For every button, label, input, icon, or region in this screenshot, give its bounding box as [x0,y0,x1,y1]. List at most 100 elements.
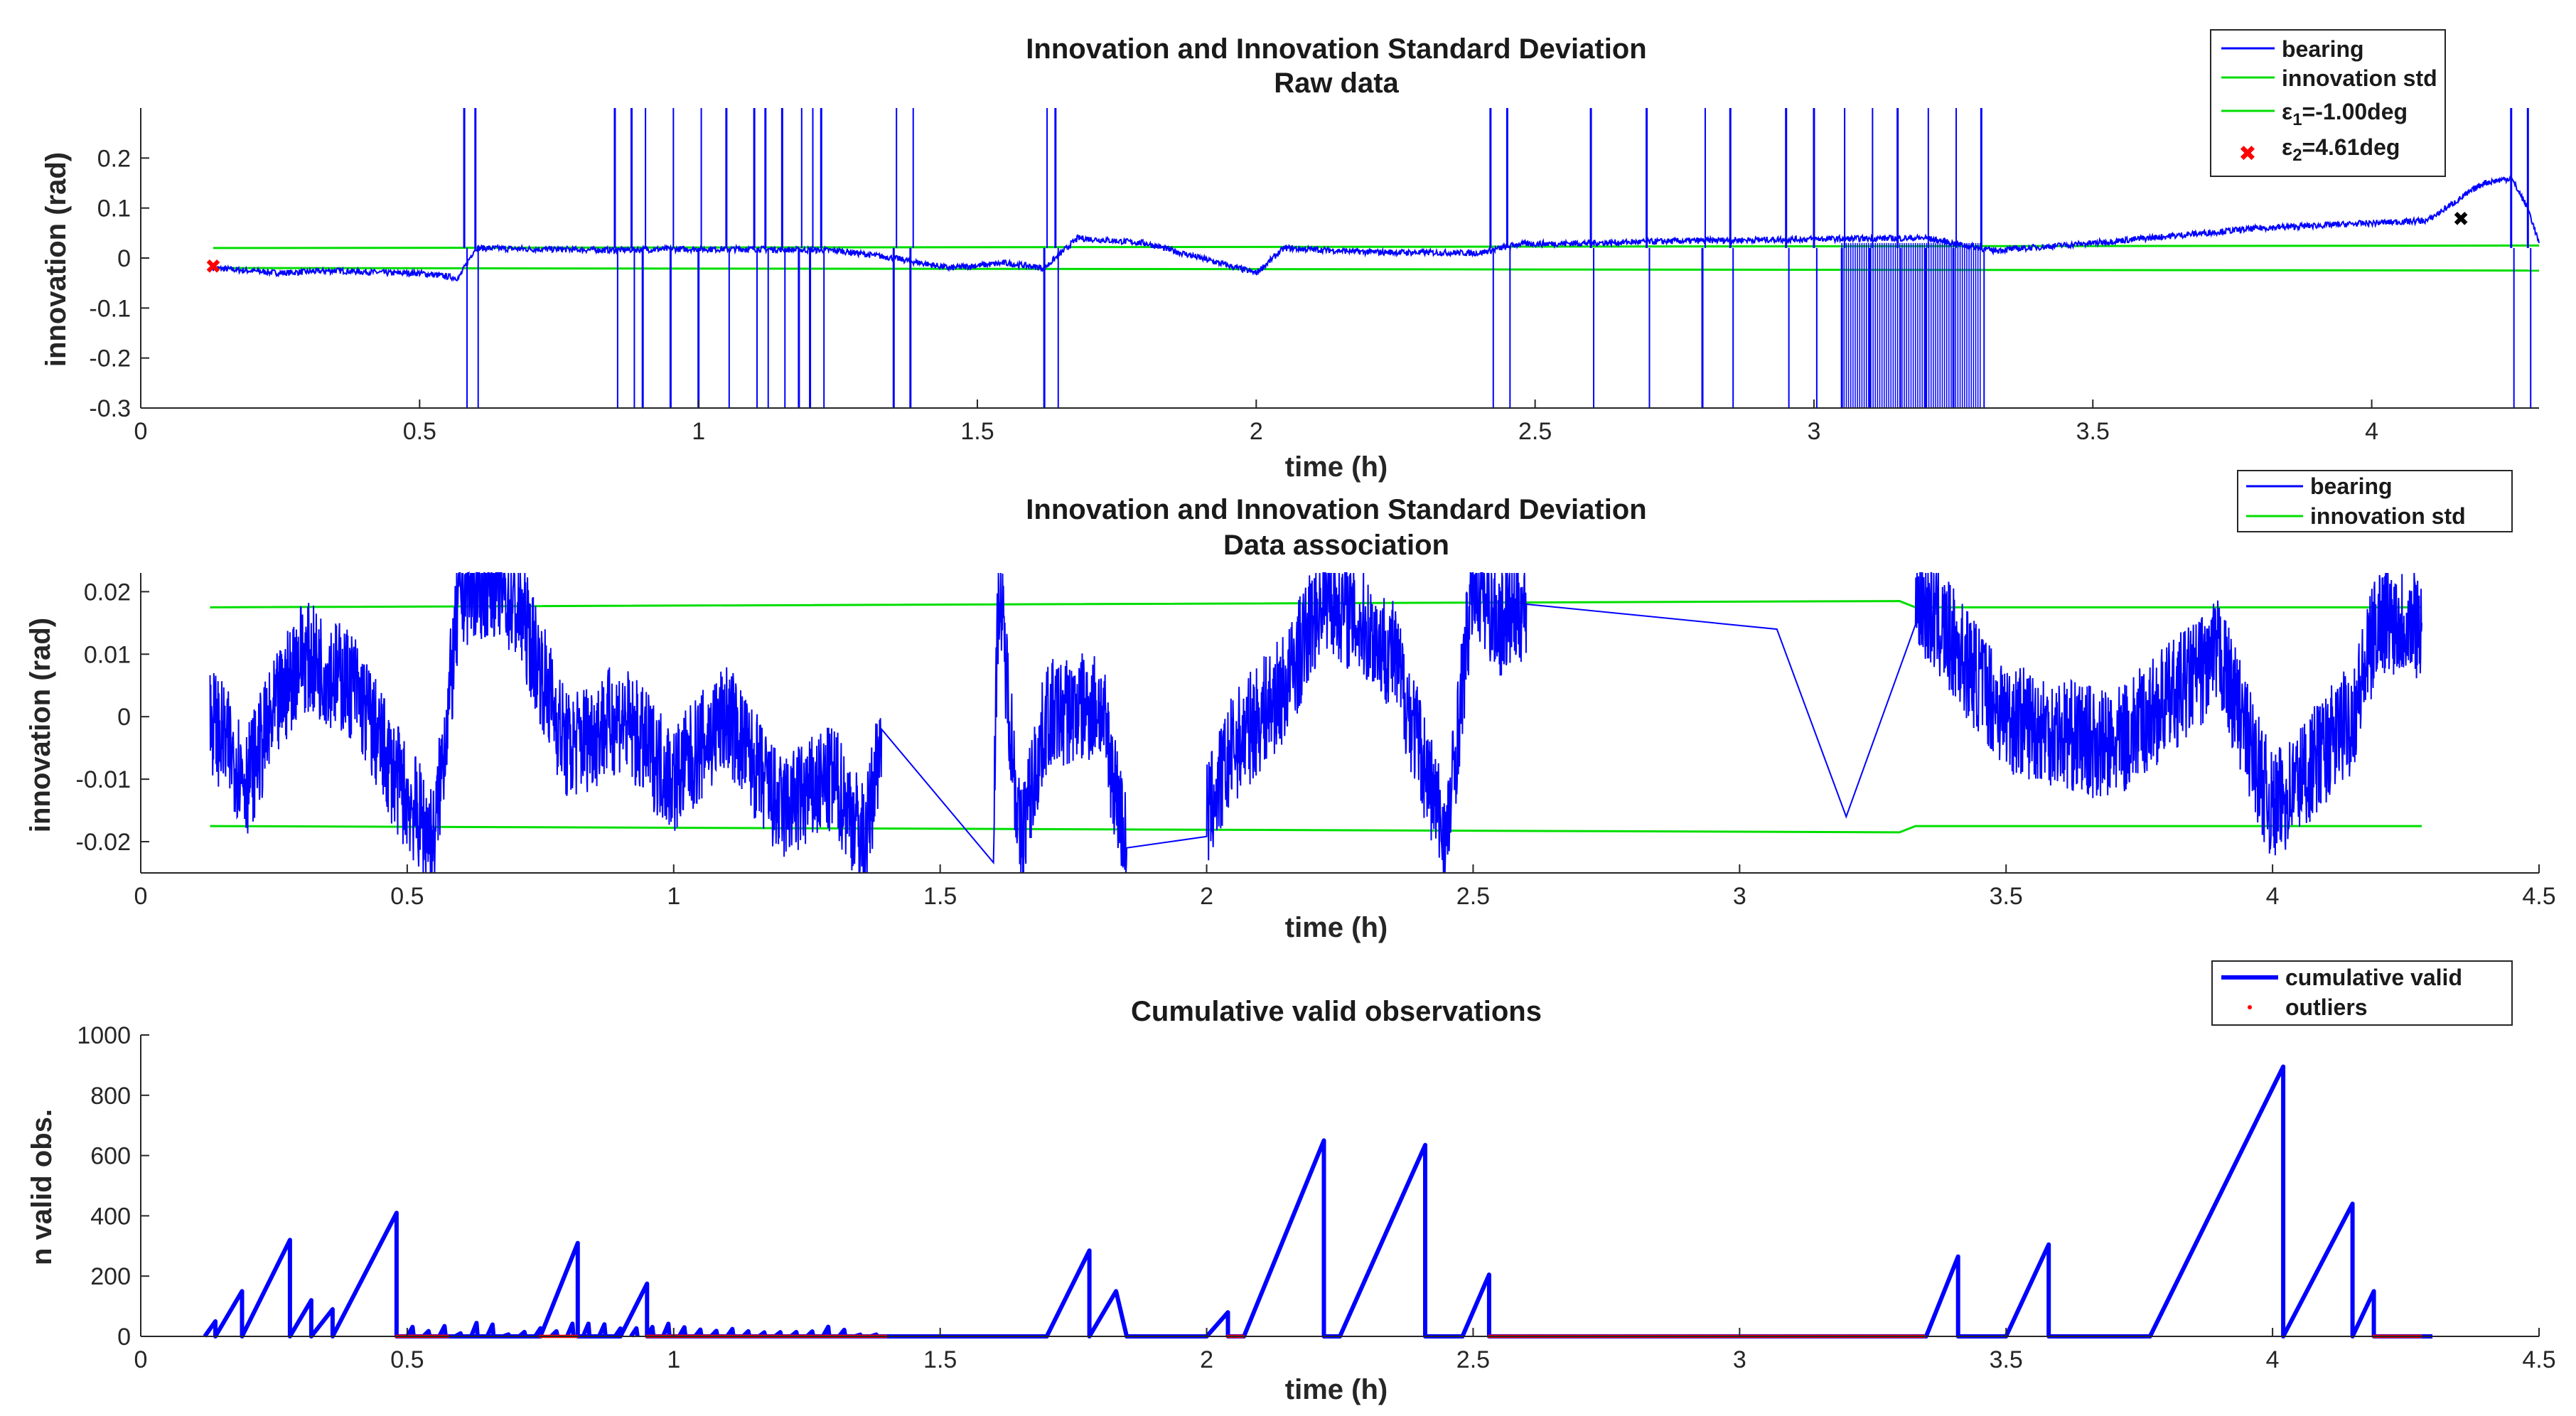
y-tick-label: 0.02 [84,579,131,606]
x-tick-label: 4 [2365,418,2378,445]
panel2-title: Innovation and Innovation Standard Devia… [1026,494,1646,525]
legend-eps1-subscript: 1 [2292,110,2302,129]
innovation-std-line [213,267,2540,272]
panel2-legend-box [2237,470,2513,532]
legend-eps2-symbol: ε [2282,134,2292,160]
x-tick-label: 1 [692,418,705,445]
x-tick-label: 1 [667,1346,680,1373]
legend-bearing-label: bearing [2282,36,2364,62]
panel2-subtitle: Data association [1223,530,1449,561]
legend3-cumulative-label: cumulative valid [2285,965,2462,990]
x-tick-label: 0 [134,418,148,445]
y-tick-label: -0.2 [89,345,131,372]
bearing-line [213,175,2540,282]
x-tick-label: 4.5 [2522,1346,2555,1373]
panel1-xlabel: time (h) [1285,451,1388,483]
panel3-series-group [203,1064,2432,1339]
legend-eps1-value: =-1.00deg [2302,99,2408,124]
y-tick-label: 0 [117,704,131,731]
panel2-series-group [209,571,2422,874]
x-tick-label: 0.5 [390,883,424,910]
panel3-title: Cumulative valid observations [1131,996,1542,1027]
x-tick-label: 3 [1733,883,1746,910]
x-tick-label: 3 [1807,418,1820,445]
x-tick-label: 3.5 [1990,883,2023,910]
bearing-line [209,571,2422,874]
innovation-std-line [210,825,2422,834]
panel2-ylabel: innovation (rad) [25,618,56,832]
panel3-legend: cumulative valid outliers [2211,960,2513,1026]
x-tick-label: 2.5 [1518,418,1552,445]
y-tick-label: 200 [90,1263,131,1290]
legend-eps2-subscript: 2 [2292,146,2302,165]
x-tick-label: 2.5 [1456,883,1490,910]
panel1-subtitle: Raw data [1274,68,1399,99]
x-tick-label: 3.5 [1990,1346,2023,1373]
panel1-legend-box [2210,29,2446,177]
plot-area-3 [141,1035,2539,1336]
panel1-ylabel: innovation (rad) [41,152,72,367]
legend-eps2-label: ε2=4.61deg [2282,134,2400,165]
legend-eps1-label: ε1=-1.00deg [2282,99,2408,129]
y-tick-label: 0.2 [97,145,131,172]
y-tick-label: -0.01 [76,766,132,793]
panel-data-association: Innovation and Innovation Standard Devia… [25,470,2556,943]
y-tick-label: 600 [90,1143,131,1170]
x-tick-label: 2 [1250,418,1263,445]
epsilon1-marker: ✖ [205,256,221,278]
y-tick-label: -0.02 [76,829,132,856]
x-tick-label: 2 [1200,883,1213,910]
panel1-axes: 0 0.5 1 1.5 2 2.5 3 3.5 4 -0.3 -0.2 -0.1 0 0.1 0.2 [89,108,2539,445]
y-tick-label: 0 [117,245,131,272]
x-tick-label: 4 [2266,1346,2280,1373]
x-tick-label: 0.5 [403,418,436,445]
x-tick-label: 0.5 [390,1346,424,1373]
y-tick-label: -0.3 [89,395,131,422]
y-tick-label: 0.01 [84,641,131,668]
legend3-outliers-label: outliers [2285,994,2368,1020]
panel-raw-data: Innovation and Innovation Standard Devia… [41,29,2540,483]
legend3-outliers-swatch [2248,1005,2252,1009]
plot-area-1 [141,108,2539,408]
panel1-plot-area [141,108,2539,408]
legend-std-label: innovation std [2282,65,2437,91]
x-tick-label: 0 [134,883,148,910]
x-tick-label: 4.5 [2522,883,2555,910]
panel3-plot-area [141,1035,2539,1336]
x-tick-label: 1.5 [960,418,994,445]
panel1-series-group: ✖✖ [205,108,2540,408]
x-tick-label: 1.5 [923,883,957,910]
panel2-xlabel: time (h) [1285,912,1388,943]
y-tick-label: 800 [90,1083,131,1110]
legend2-bearing-label: bearing [2310,473,2393,499]
x-tick-label: 0 [134,1346,148,1373]
x-tick-label: 2 [1200,1346,1213,1373]
legend-eps1-symbol: ε [2282,99,2292,124]
panel1-title: Innovation and Innovation Standard Devia… [1026,33,1646,65]
innovation-std-line [213,244,2540,250]
innovation-std-line [210,600,2422,608]
panel3-ylabel: n valid obs. [26,1109,58,1265]
legend-eps2-value: =4.61deg [2302,134,2400,160]
panel3-legend-box [2211,960,2513,1026]
x-tick-label: 1 [667,883,680,910]
epsilon2-marker: ✖ [2452,208,2469,230]
panel3-axes: 0 0.5 1 1.5 2 2.5 3 3.5 4 4.5 0 200 400 600 800 1000 [77,1022,2555,1373]
y-tick-label: 0 [117,1324,131,1351]
panel2-legend: bearing innovation std [2237,470,2513,532]
x-tick-label: 4 [2266,883,2280,910]
panel1-legend: bearing innovation std ε1=-1.00deg ✖ ε2=… [2210,29,2446,177]
y-tick-label: 400 [90,1203,131,1230]
y-tick-label: 1000 [77,1022,131,1049]
x-tick-label: 2.5 [1456,1346,1490,1373]
legend2-std-label: innovation std [2310,503,2466,529]
panel3-xlabel: time (h) [1285,1374,1388,1405]
y-tick-label: -0.1 [89,295,131,322]
x-tick-label: 3 [1733,1346,1746,1373]
x-tick-label: 1.5 [923,1346,957,1373]
panel2-axes: 0 0.5 1 1.5 2 2.5 3 3.5 4 4.5 -0.02 -0.01 0 0.01 0.02 [76,573,2556,910]
y-tick-label: 0.1 [97,195,131,222]
cumulative-valid-line [203,1064,2432,1339]
panel-cumulative: Cumulative valid observations 0 0.5 1 1.5 2 2… [26,960,2556,1405]
